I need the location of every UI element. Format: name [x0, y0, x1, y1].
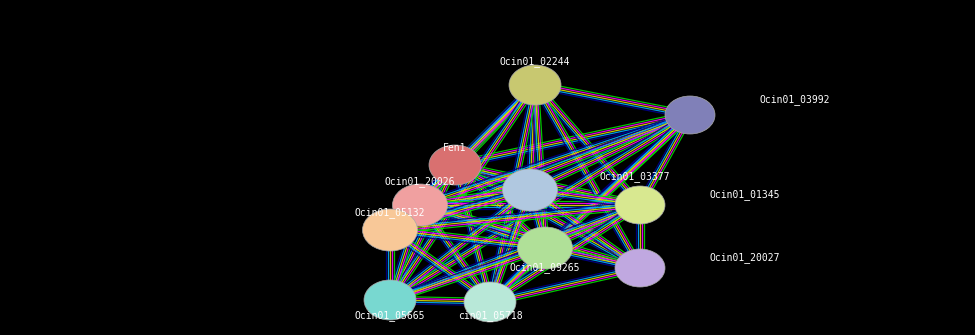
Text: Ocin01_02244: Ocin01_02244	[500, 57, 570, 67]
Ellipse shape	[429, 145, 481, 185]
Ellipse shape	[464, 282, 516, 322]
Text: Ocin01_20026: Ocin01_20026	[385, 177, 455, 188]
Text: Ocin01_03377: Ocin01_03377	[600, 172, 671, 183]
Ellipse shape	[665, 96, 715, 134]
Text: Ocin01_09265: Ocin01_09265	[510, 263, 580, 273]
Text: Ocin01_20027: Ocin01_20027	[710, 253, 781, 263]
Text: Ocin01_01345: Ocin01_01345	[710, 190, 781, 200]
Ellipse shape	[363, 209, 417, 251]
Ellipse shape	[364, 280, 416, 320]
Text: Ocin01_05665: Ocin01_05665	[355, 311, 425, 322]
Ellipse shape	[393, 184, 448, 226]
Ellipse shape	[518, 227, 572, 269]
Ellipse shape	[509, 65, 561, 105]
Text: Ocin01_03992: Ocin01_03992	[760, 94, 831, 106]
Ellipse shape	[615, 186, 665, 224]
Ellipse shape	[615, 249, 665, 287]
Ellipse shape	[502, 169, 558, 211]
Text: Ocin01_05132: Ocin01_05132	[355, 208, 425, 218]
Text: Fen1: Fen1	[444, 143, 467, 153]
Text: cin01_05718: cin01_05718	[457, 311, 523, 322]
